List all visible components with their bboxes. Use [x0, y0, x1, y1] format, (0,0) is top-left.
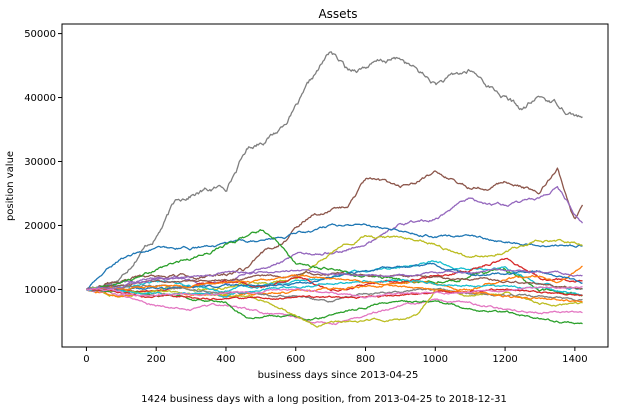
chart-title: Assets: [318, 7, 357, 21]
x-tick-label: 1400: [562, 354, 587, 365]
x-tick-label: 1000: [423, 354, 448, 365]
series-line: [86, 268, 583, 290]
y-tick-label: 10000: [24, 285, 56, 296]
y-axis-label: position value: [5, 151, 16, 221]
x-tick-label: 800: [356, 354, 375, 365]
series-line: [86, 270, 583, 292]
x-tick-label: 0: [83, 354, 89, 365]
series-line: [86, 274, 583, 303]
x-axis: 0 200 400 600 800 1000 1200 1400: [83, 347, 588, 365]
x-tick-label: 600: [286, 354, 305, 365]
chart-caption: 1424 business days with a long position,…: [141, 394, 507, 405]
series-line: [85, 262, 583, 292]
y-tick-label: 30000: [24, 157, 56, 168]
series-line: [85, 223, 583, 290]
series-line: [86, 185, 584, 291]
y-tick-label: 40000: [24, 93, 56, 104]
y-tick-label: 20000: [24, 221, 56, 232]
series-line: [86, 288, 583, 326]
x-tick-label: 400: [216, 354, 235, 365]
plot-frame: [61, 23, 609, 348]
x-tick-label: 200: [147, 354, 166, 365]
series-line: [86, 285, 583, 299]
y-axis: 10000 20000 30000 40000 50000: [24, 29, 62, 296]
x-axis-label: business days since 2013-04-25: [258, 370, 419, 381]
y-tick-label: 50000: [24, 29, 56, 40]
series-line: [85, 167, 584, 292]
series-line: [86, 257, 583, 293]
series-line: [86, 51, 583, 290]
series-layer: [85, 51, 584, 328]
x-tick-label: 1200: [492, 354, 517, 365]
series-line: [86, 229, 583, 297]
